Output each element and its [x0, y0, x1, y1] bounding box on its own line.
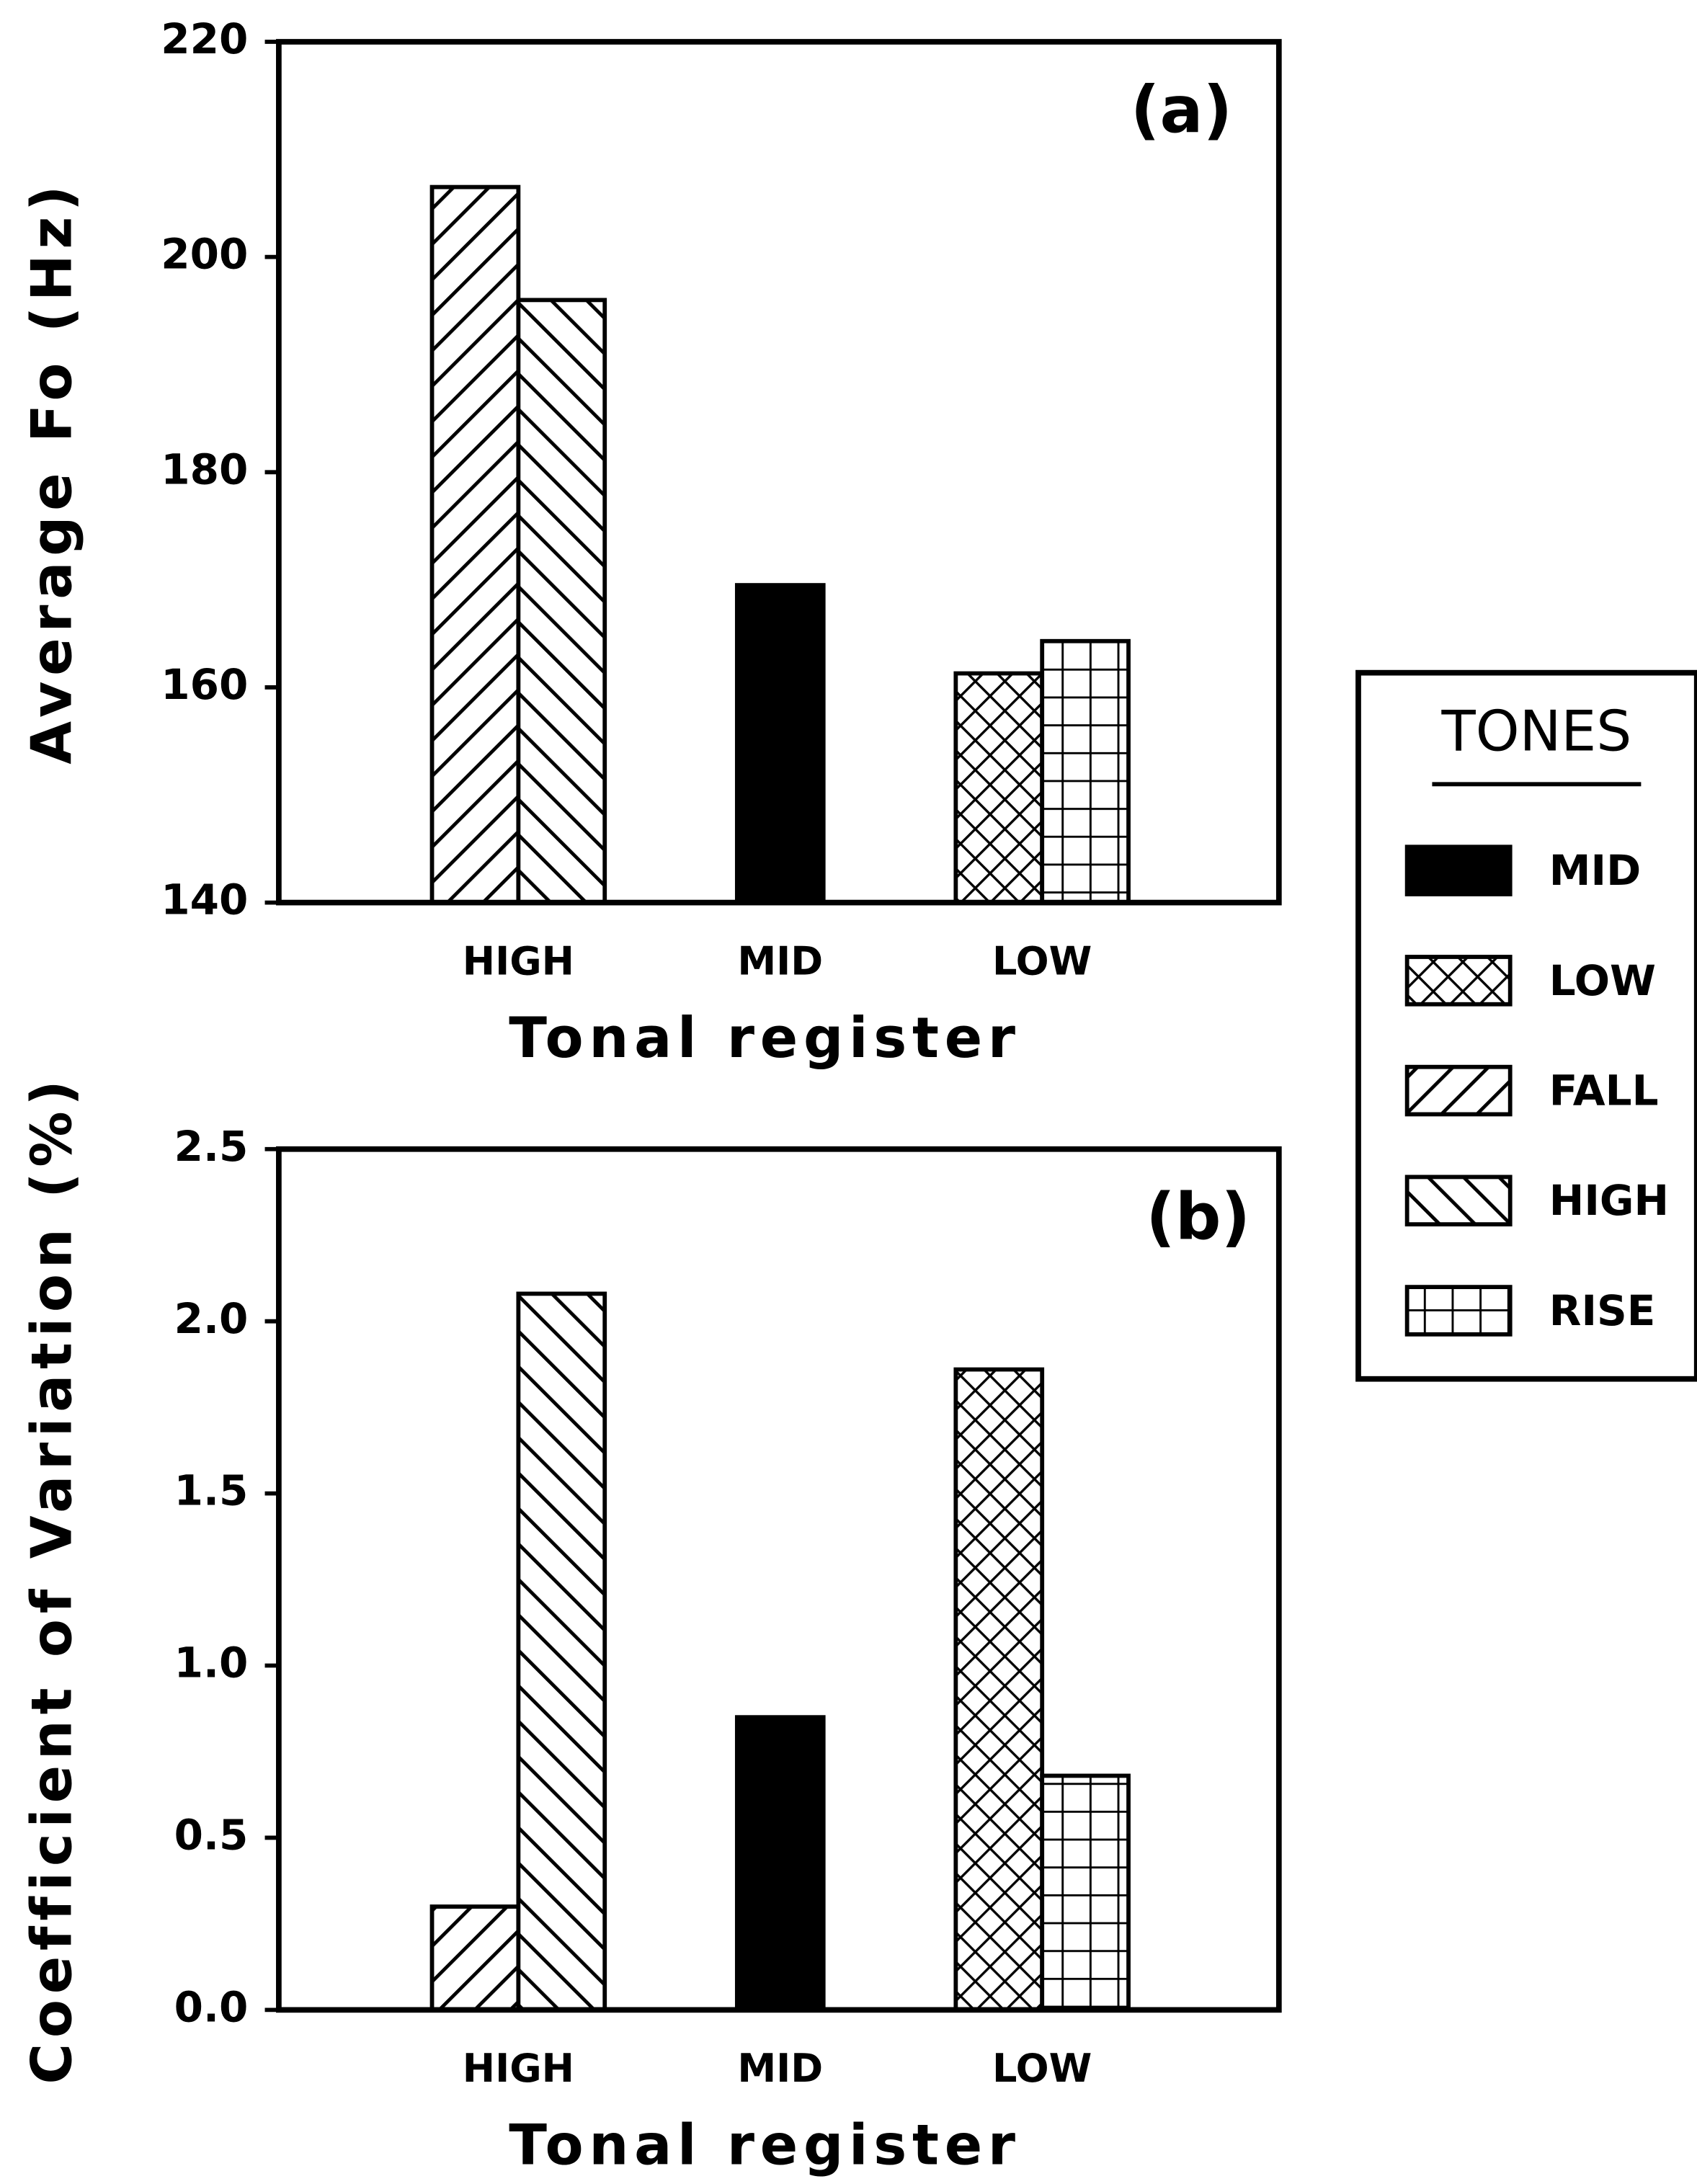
legend-label: HIGH: [1549, 1176, 1669, 1225]
x-tick-label: LOW: [992, 938, 1092, 984]
y-axis-label: Coefficient of Variation (%): [20, 1074, 85, 2084]
x-tick-label: MID: [737, 2046, 823, 2091]
y-tick-label: 140: [161, 875, 248, 924]
legend-label: LOW: [1549, 956, 1656, 1005]
x-tick-label: HIGH: [463, 2046, 574, 2091]
x-axis-label: Tonal register: [509, 2113, 1020, 2178]
legend-title: TONES: [1440, 700, 1631, 765]
bar: [1040, 638, 1131, 905]
legend-swatch: [1404, 1285, 1513, 1337]
bar: [516, 298, 607, 905]
annotation: (b): [1146, 1180, 1250, 1254]
y-tick-label: 1.5: [174, 1466, 249, 1515]
y-tick-label: 2.0: [174, 1294, 249, 1343]
bar: [734, 1715, 826, 2013]
legend-swatch: [1404, 955, 1513, 1007]
bar: [429, 184, 521, 905]
x-tick-label: LOW: [992, 2046, 1092, 2091]
x-axis-label: Tonal register: [509, 1006, 1020, 1071]
y-tick-label: 180: [161, 445, 248, 494]
x-tick-label: MID: [737, 938, 823, 984]
bar: [1040, 1773, 1131, 2013]
legend-swatch: [1404, 1064, 1513, 1117]
x-tick-label: HIGH: [463, 938, 574, 984]
bar: [953, 1367, 1045, 2013]
y-tick-label: 160: [161, 660, 248, 709]
y-tick-label: 2.5: [174, 1122, 249, 1171]
legend-label: MID: [1549, 846, 1641, 895]
y-tick-label: 1.0: [174, 1639, 249, 1688]
legend-label: FALL: [1549, 1066, 1659, 1115]
legend-box: [1355, 669, 1697, 1382]
y-tick-label: 220: [161, 14, 248, 63]
bar: [734, 583, 826, 905]
bar: [516, 1291, 607, 2013]
annotation: (a): [1131, 72, 1232, 147]
y-tick-label: 0.5: [174, 1811, 249, 1860]
legend-label: RISE: [1549, 1286, 1656, 1335]
legend-swatch: [1404, 844, 1513, 896]
legend-swatch: [1404, 1175, 1513, 1227]
bar: [953, 671, 1045, 905]
bar: [429, 1904, 521, 2013]
y-tick-label: 0.0: [174, 1982, 249, 2031]
plot-frame: [276, 1146, 1282, 2013]
y-axis-label: Average Fo (Hz): [20, 180, 85, 765]
y-tick-label: 200: [161, 230, 248, 279]
